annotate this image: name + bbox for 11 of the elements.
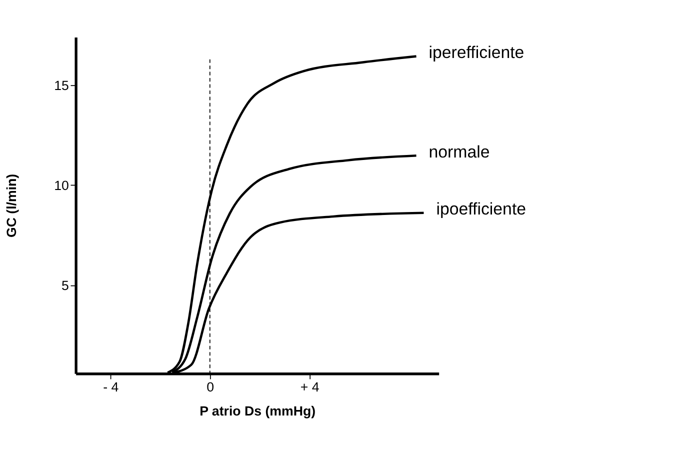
x-axis-title: P atrio Ds (mmHg) [200, 404, 316, 419]
y-tick-label: 10 [54, 178, 69, 194]
series-label: normale [428, 142, 490, 162]
x-tick-label: + 4 [300, 380, 320, 395]
y-tick-label: 5 [62, 278, 69, 294]
series-label: ipoefficiente [436, 200, 526, 219]
x-tick-label: - 4 [103, 380, 120, 395]
y-axis-title: GC (l/min) [4, 174, 19, 238]
x-tick-label: 0 [206, 380, 214, 395]
series-label: iperefficiente [428, 43, 524, 62]
y-tick-label: 15 [54, 78, 69, 94]
